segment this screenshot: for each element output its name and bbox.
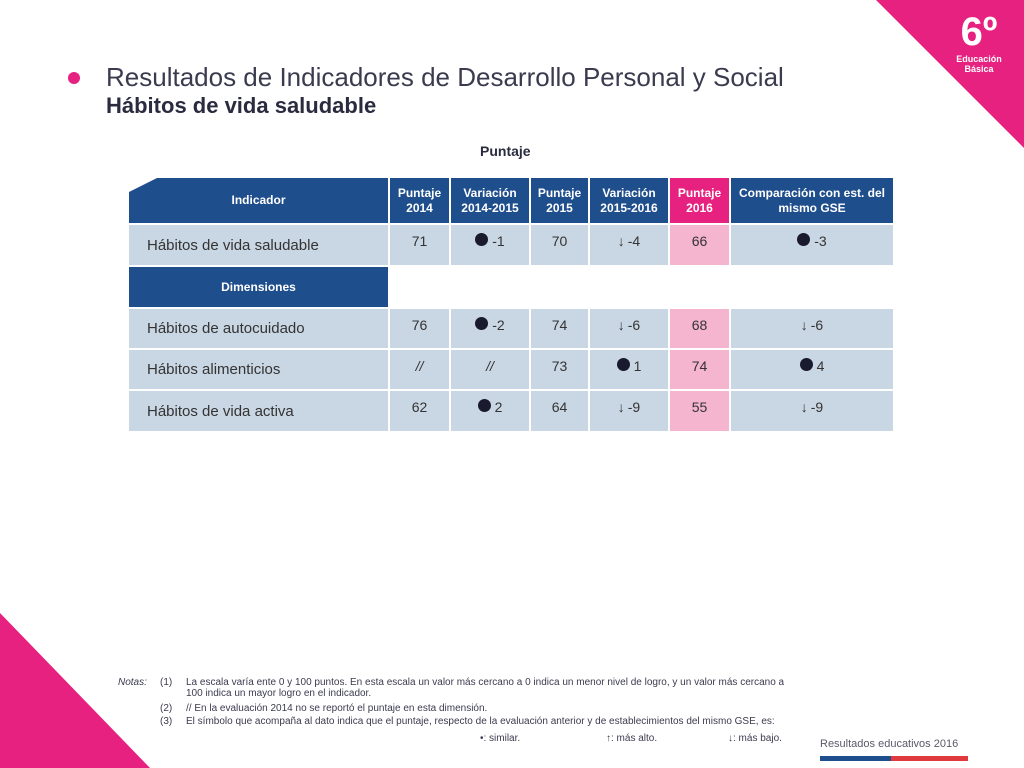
similar-dot-icon	[797, 233, 811, 246]
notes-section: Notas: (1) La escala varía ente 0 y 100 …	[118, 677, 818, 747]
cell-puntaje-2016: 68	[670, 309, 729, 348]
cell-variacion-2014-2015: -1	[451, 225, 529, 265]
header-puntaje-2014: Puntaje 2014	[390, 178, 449, 223]
note-text: El símbolo que acompaña al dato indica q…	[186, 716, 775, 727]
header-comparacion-gse: Comparación con est. del mismo GSE	[731, 178, 893, 223]
cell-variacion-2015-2016: ↓ -4	[590, 225, 668, 265]
note-number: (1)	[160, 677, 173, 688]
cell-comparacion-gse: 4	[731, 350, 893, 389]
note-number: (3)	[160, 716, 173, 727]
cell-puntaje-2016: 66	[670, 225, 729, 265]
header-indicador: Indicador	[129, 178, 388, 223]
cell-value: 2	[494, 399, 503, 415]
cell-variacion-2014-2015: 2	[451, 391, 529, 431]
grade-level-line2: Básica	[964, 64, 994, 74]
page-subtitle: Hábitos de vida saludable	[106, 93, 377, 118]
footer-text: Resultados educativos 2016	[820, 738, 959, 750]
grade-level-line1: Educación	[956, 54, 1002, 64]
down-arrow-icon: ↓	[617, 399, 625, 415]
row-label-vida-activa: Hábitos de vida activa	[129, 391, 388, 431]
row-label-alimenticios: Hábitos alimenticios	[129, 350, 388, 389]
cell-comparacion-gse: ↓ -6	[731, 309, 893, 348]
cell-value: -1	[492, 233, 505, 249]
legend-similar: •: similar.	[480, 733, 521, 744]
legend-mas-bajo: ↓: más bajo.	[728, 733, 782, 744]
header-variacion-2015-2016: Variación 2015-2016	[590, 178, 668, 223]
cell-comparacion-gse: -3	[731, 225, 893, 265]
cell-variacion-2014-2015: -2	[451, 309, 529, 348]
cell-puntaje-2016: 74	[670, 350, 729, 389]
footer-color-bar	[820, 756, 968, 761]
cell-variacion-2014-2015: //	[451, 350, 529, 389]
similar-dot-icon	[799, 358, 813, 371]
page-title: Resultados de Indicadores de Desarrollo …	[106, 62, 784, 92]
cell-puntaje-2015: 64	[531, 391, 588, 431]
cell-puntaje-2014: 62	[390, 391, 449, 431]
down-arrow-icon: ↓	[800, 399, 808, 415]
corner-decoration-top-right	[876, 0, 1024, 148]
header-puntaje-2015: Puntaje 2015	[531, 178, 588, 223]
title-bullet	[68, 72, 80, 84]
cell-value: -3	[814, 233, 827, 249]
cell-value: -6	[627, 317, 641, 333]
cell-puntaje-2014: 76	[390, 309, 449, 348]
cell-value: -4	[627, 233, 641, 249]
notes-label: Notas:	[118, 677, 147, 688]
cell-puntaje-2015: 73	[531, 350, 588, 389]
cell-value: 4	[816, 358, 825, 374]
note-number: (2)	[160, 703, 173, 714]
header-dimensiones: Dimensiones	[129, 267, 388, 307]
similar-dot-icon	[475, 317, 489, 330]
cell-value: -9	[810, 399, 824, 415]
note-text: La escala varía ente 0 y 100 puntos. En …	[186, 677, 785, 699]
cell-puntaje-2014: 71	[390, 225, 449, 265]
cell-value: 1	[633, 358, 642, 374]
similar-dot-icon	[475, 233, 489, 246]
similar-dot-icon	[616, 358, 630, 371]
table-caption: Puntaje	[480, 143, 531, 159]
down-arrow-icon: ↓	[617, 317, 625, 333]
cell-puntaje-2015: 70	[531, 225, 588, 265]
cell-puntaje-2014: //	[390, 350, 449, 389]
down-arrow-icon: ↓	[800, 317, 808, 333]
cell-value: -9	[627, 399, 641, 415]
cell-puntaje-2015: 74	[531, 309, 588, 348]
note-text: // En la evaluación 2014 no se reportó e…	[186, 703, 488, 714]
row-label-habitos-vida-saludable: Hábitos de vida saludable	[129, 225, 388, 265]
legend-mas-alto: ↑: más alto.	[606, 733, 658, 744]
grade-number: 6º	[960, 10, 998, 54]
cell-variacion-2015-2016: ↓ -6	[590, 309, 668, 348]
header-puntaje-2016: Puntaje 2016	[670, 178, 729, 223]
cell-puntaje-2016: 55	[670, 391, 729, 431]
grade-badge: 6º Educación Básica	[944, 10, 1014, 74]
similar-dot-icon	[477, 399, 491, 412]
header-variacion-2014-2015: Variación 2014-2015	[451, 178, 529, 223]
cell-value: -6	[810, 317, 824, 333]
cell-comparacion-gse: ↓ -9	[731, 391, 893, 431]
row-label-autocuidado: Hábitos de autocuidado	[129, 309, 388, 348]
cell-variacion-2015-2016: ↓ -9	[590, 391, 668, 431]
corner-decoration-bottom-left	[0, 613, 150, 768]
cell-variacion-2015-2016: 1	[590, 350, 668, 389]
cell-value: -2	[492, 317, 505, 333]
down-arrow-icon: ↓	[617, 233, 625, 249]
